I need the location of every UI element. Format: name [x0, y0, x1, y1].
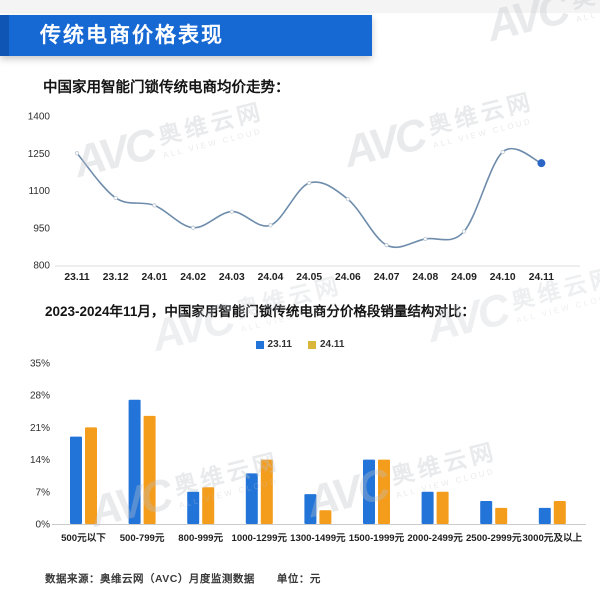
x-tick-label: 24.02 — [180, 272, 206, 283]
y-tick-label: 1100 — [28, 186, 50, 197]
source-text: 数据来源：奥维云网（AVC）月度监测数据 — [45, 573, 255, 585]
y-tick-label: 950 — [33, 223, 50, 234]
legend-item-2411: 24.11 — [308, 339, 344, 350]
x-tick-label: 24.07 — [374, 272, 400, 283]
category-label: 2000-2499元 — [407, 533, 463, 544]
x-tick-label: 24.01 — [142, 272, 168, 283]
y-tick-label: 28% — [30, 391, 50, 402]
category-label: 500元以下 — [61, 533, 106, 544]
data-point-marker — [500, 149, 505, 155]
category-label: 1000-1299元 — [232, 533, 288, 544]
x-tick-label: 24.09 — [451, 272, 477, 283]
data-point-marker — [307, 180, 312, 186]
banner-title: 传统电商价格表现 — [40, 24, 224, 47]
bar-23.11 — [421, 491, 434, 524]
price-segment-bar-chart: 0% 7% 14% 21% 28% 35% 500元以下 500-799元 800-999元 10… — [30, 359, 586, 544]
bar-24.11 — [378, 459, 390, 524]
y-tick-label: 35% — [30, 359, 50, 370]
y-tick-label: 21% — [30, 423, 50, 434]
legend-swatch-blue — [255, 340, 264, 349]
x-tick-label: 24.04 — [258, 272, 284, 283]
bar-23.11 — [128, 399, 141, 524]
x-tick-label: 24.03 — [219, 272, 245, 283]
y-tick-label: 0% — [36, 520, 51, 531]
bar-24.11 — [143, 415, 156, 524]
y-tick-label: 800 — [33, 261, 50, 272]
category-label: 1500-1999元 — [349, 533, 405, 544]
bar-24.11 — [495, 507, 508, 524]
unit-text: 单位：元 — [276, 573, 321, 585]
section-banner: 传统电商价格表现 — [0, 15, 372, 56]
bar-chart-title: 2023-2024年11月，中国家用智能门锁传统电商分价格段销量结构对比： — [45, 304, 475, 319]
y-tick-label: 1250 — [28, 149, 51, 160]
x-tick-label: 23.11 — [64, 272, 89, 283]
x-tick-label: 23.12 — [103, 272, 129, 283]
bar-24.11 — [85, 427, 97, 524]
bar-24.11 — [319, 510, 332, 524]
bar-23.11 — [70, 436, 82, 524]
data-point-marker — [229, 209, 234, 214]
avg-price-line-chart: 800 950 1100 1250 1400 23.11 23.12 24.01 24.02 24… — [28, 112, 580, 283]
bar-23.11 — [245, 473, 258, 524]
data-point-marker — [461, 229, 467, 234]
bar-24.11 — [260, 459, 273, 524]
data-point-marker — [345, 197, 350, 202]
data-source-note: 数据来源：奥维云网（AVC）月度监测数据 单位：元 — [45, 571, 343, 586]
x-tick-label: 24.10 — [490, 272, 516, 283]
data-point-marker — [191, 225, 196, 230]
bar-23.11 — [304, 494, 317, 524]
category-label: 2500-2999元 — [466, 533, 522, 544]
line-chart-title: 中国家用智能门锁传统电商均价走势： — [43, 80, 290, 96]
page-top-strip — [0, 0, 600, 13]
category-label: 500-799元 — [120, 533, 165, 544]
latest-point-dot — [537, 159, 546, 168]
bar-24.11 — [436, 491, 449, 524]
category-label: 3000元及以上 — [522, 532, 582, 544]
bar-23.11 — [363, 459, 375, 524]
bar-23.11 — [538, 507, 551, 524]
x-tick-label: 24.05 — [296, 272, 322, 283]
x-tick-label: 24.06 — [335, 272, 361, 283]
y-tick-label: 7% — [36, 487, 51, 498]
legend-label-2411: 24.11 — [320, 339, 345, 350]
category-label: 800-999元 — [178, 533, 223, 544]
avg-price-line — [76, 147, 542, 249]
bar-24.11 — [553, 501, 566, 524]
data-point-marker — [423, 236, 428, 242]
bar-23.11 — [187, 491, 200, 524]
data-point-marker — [74, 151, 80, 156]
x-tick-label: 24.11 — [529, 272, 554, 283]
y-tick-label: 14% — [30, 455, 50, 466]
x-tick-label: 24.08 — [412, 272, 438, 283]
y-tick-label: 1400 — [28, 112, 51, 123]
legend-swatch-gold — [308, 340, 316, 349]
legend-item-2311: 23.11 — [255, 339, 292, 350]
bar-23.11 — [480, 501, 493, 524]
data-point-marker — [113, 195, 118, 201]
category-label: 1300-1499元 — [290, 533, 346, 544]
data-point-marker — [384, 243, 389, 248]
bar-chart-legend: 23.11 24.11 — [0, 339, 600, 350]
legend-label-2311: 23.11 — [267, 339, 292, 350]
data-point-marker — [152, 203, 157, 208]
data-point-marker — [268, 223, 273, 228]
bar-24.11 — [202, 487, 215, 524]
banner-left-edge — [0, 15, 9, 56]
